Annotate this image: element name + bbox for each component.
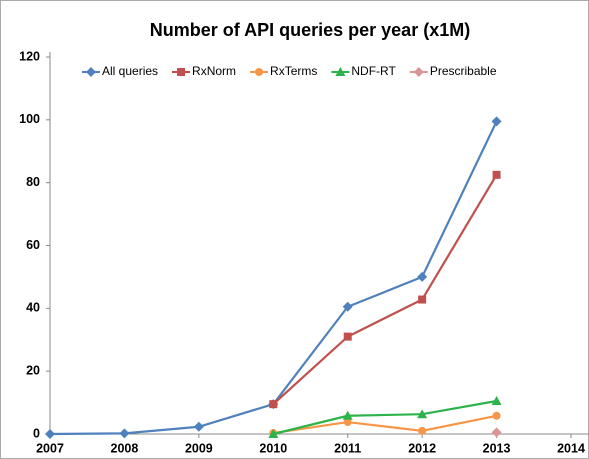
- legend-marker: [413, 67, 424, 77]
- legend-label: Prescribable: [430, 64, 497, 78]
- legend-marker: [335, 67, 346, 76]
- data-point: [492, 170, 501, 179]
- data-point: [491, 396, 502, 406]
- y-tick-label: 60: [26, 238, 40, 252]
- x-tick-label: 2009: [185, 441, 213, 455]
- data-point: [342, 301, 353, 312]
- y-tick-label: 20: [26, 363, 40, 377]
- x-tick-label: 2011: [334, 441, 361, 455]
- y-tick-label: 100: [19, 112, 40, 126]
- data-point: [343, 332, 352, 341]
- x-tick-label: 2014: [557, 441, 585, 455]
- data-point: [417, 409, 428, 419]
- y-tick-label: 40: [26, 301, 40, 315]
- data-point: [418, 426, 427, 435]
- data-point: [193, 421, 204, 432]
- data-point: [491, 427, 502, 438]
- legend-label: RxTerms: [270, 64, 317, 78]
- data-point: [119, 428, 130, 439]
- data-point: [491, 116, 502, 127]
- x-tick-label: 2007: [36, 441, 64, 455]
- legend-label: All queries: [102, 64, 158, 78]
- y-tick-label: 0: [33, 426, 40, 440]
- legend-label: NDF-RT: [351, 64, 396, 78]
- data-point: [417, 271, 428, 282]
- data-point: [343, 418, 352, 427]
- series-line: [272, 174, 498, 405]
- data-point: [342, 410, 353, 420]
- series-line: [273, 414, 497, 435]
- data-point: [269, 400, 278, 409]
- data-point: [492, 411, 501, 420]
- x-tick-label: 2010: [259, 441, 287, 455]
- chart-title: Number of API queries per year (x1M): [150, 20, 470, 40]
- legend-marker: [177, 68, 186, 76]
- legend-marker: [86, 67, 96, 77]
- x-tick-label: 2013: [483, 441, 511, 455]
- legend-marker: [255, 68, 264, 76]
- x-tick-label: 2012: [408, 441, 436, 455]
- legend-label: RxNorm: [192, 64, 236, 78]
- y-tick-label: 80: [26, 175, 40, 189]
- data-point: [418, 295, 427, 304]
- series-line: [273, 399, 497, 436]
- x-tick-label: 2008: [111, 441, 139, 455]
- data-point: [45, 429, 55, 439]
- data-point: [268, 429, 279, 438]
- y-tick-label: 120: [19, 49, 40, 63]
